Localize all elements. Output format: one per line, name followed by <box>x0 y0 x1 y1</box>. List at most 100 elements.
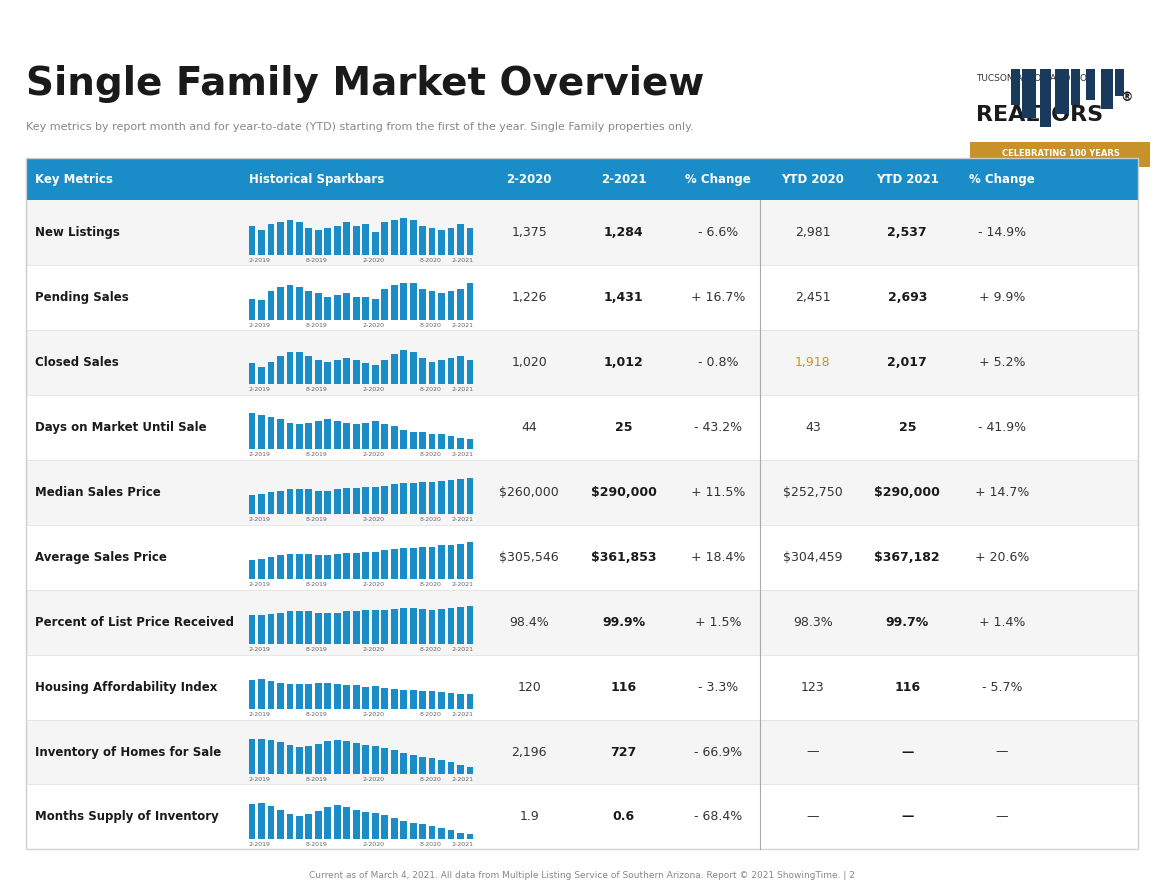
Bar <box>249 495 255 515</box>
Text: Closed Sales: Closed Sales <box>35 356 119 369</box>
Text: 1,020: 1,020 <box>511 356 547 369</box>
Bar <box>26 158 1138 849</box>
Bar <box>382 425 388 450</box>
Bar <box>286 554 293 579</box>
Text: 44: 44 <box>521 421 537 434</box>
Text: 8-2019: 8-2019 <box>305 712 327 717</box>
Bar <box>382 359 388 384</box>
Bar <box>353 297 360 319</box>
Bar <box>286 285 293 319</box>
Bar <box>467 478 474 515</box>
Bar <box>362 551 369 579</box>
Bar <box>419 482 426 515</box>
Text: $290,000: $290,000 <box>874 486 941 499</box>
Text: 2-2019: 2-2019 <box>249 387 270 392</box>
Bar <box>371 487 378 515</box>
Bar <box>371 551 378 579</box>
Bar <box>334 805 341 838</box>
Bar <box>362 297 369 319</box>
Bar <box>296 490 303 515</box>
Bar <box>371 366 378 384</box>
Bar <box>305 227 312 255</box>
Bar <box>428 227 435 255</box>
Bar <box>438 760 445 773</box>
Bar <box>258 494 265 515</box>
Bar <box>1086 70 1095 100</box>
Bar <box>448 480 454 515</box>
Bar <box>343 423 350 450</box>
Text: 1,284: 1,284 <box>604 227 644 239</box>
Bar <box>467 834 474 838</box>
Bar <box>382 222 388 255</box>
Text: 2-2019: 2-2019 <box>249 777 270 781</box>
Bar <box>410 352 417 384</box>
Bar <box>249 299 255 319</box>
Bar <box>258 559 265 579</box>
Bar <box>296 815 303 838</box>
Bar <box>362 363 369 384</box>
Bar <box>419 690 426 709</box>
Bar <box>400 753 407 773</box>
Text: + 9.9%: + 9.9% <box>979 292 1025 304</box>
Bar <box>249 226 255 255</box>
Bar <box>315 359 321 384</box>
Bar <box>268 224 275 255</box>
Bar <box>334 613 341 644</box>
Bar <box>249 363 255 384</box>
Bar <box>371 421 378 450</box>
Text: ®: ® <box>1121 91 1134 104</box>
Bar <box>305 612 312 644</box>
Bar <box>305 684 312 709</box>
Bar <box>371 299 378 319</box>
Bar <box>277 418 284 450</box>
Bar <box>353 553 360 579</box>
Bar <box>1039 70 1051 127</box>
Bar <box>410 220 417 255</box>
Text: - 6.6%: - 6.6% <box>698 227 738 239</box>
Bar <box>343 553 350 579</box>
Text: 2,451: 2,451 <box>795 292 831 304</box>
Text: 2-2019: 2-2019 <box>249 842 270 847</box>
Text: 2-2021: 2-2021 <box>452 387 474 392</box>
Text: 8-2020: 8-2020 <box>419 387 441 392</box>
Bar <box>343 222 350 255</box>
Text: Pending Sales: Pending Sales <box>35 292 129 304</box>
Text: Days on Market Until Sale: Days on Market Until Sale <box>35 421 207 434</box>
Bar <box>296 287 303 319</box>
Bar <box>448 227 454 255</box>
Text: - 66.9%: - 66.9% <box>694 746 743 758</box>
Text: 8-2019: 8-2019 <box>305 777 327 781</box>
Text: 2-2020: 2-2020 <box>362 777 384 781</box>
Bar <box>286 220 293 255</box>
Bar <box>419 358 426 384</box>
Bar <box>457 438 464 450</box>
Bar <box>26 590 1138 655</box>
Text: 2-2020: 2-2020 <box>362 517 384 522</box>
Text: Inventory of Homes for Sale: Inventory of Homes for Sale <box>35 746 221 758</box>
Bar <box>467 439 474 450</box>
Bar <box>382 485 388 515</box>
Bar <box>249 413 255 450</box>
Bar <box>296 425 303 450</box>
Bar <box>457 224 464 255</box>
Bar <box>448 830 454 838</box>
Bar <box>334 226 341 255</box>
Bar <box>268 681 275 709</box>
Bar <box>362 224 369 255</box>
Text: - 3.3%: - 3.3% <box>698 681 738 694</box>
Bar <box>277 613 284 644</box>
Text: 2-2021: 2-2021 <box>452 517 474 522</box>
Text: 2-2020: 2-2020 <box>362 323 384 327</box>
Bar <box>400 548 407 579</box>
Text: 116: 116 <box>611 681 637 694</box>
Text: 2-2020: 2-2020 <box>362 387 384 392</box>
Bar <box>448 545 454 579</box>
Bar <box>305 814 312 838</box>
Bar <box>343 685 350 709</box>
Text: 1,226: 1,226 <box>511 292 547 304</box>
Text: Historical Sparkbars: Historical Sparkbars <box>249 173 384 186</box>
Text: CELEBRATING 100 YEARS: CELEBRATING 100 YEARS <box>1001 149 1120 158</box>
Text: Single Family Market Overview: Single Family Market Overview <box>26 65 704 103</box>
Text: 99.9%: 99.9% <box>602 615 645 629</box>
Text: % Change: % Change <box>686 173 751 186</box>
